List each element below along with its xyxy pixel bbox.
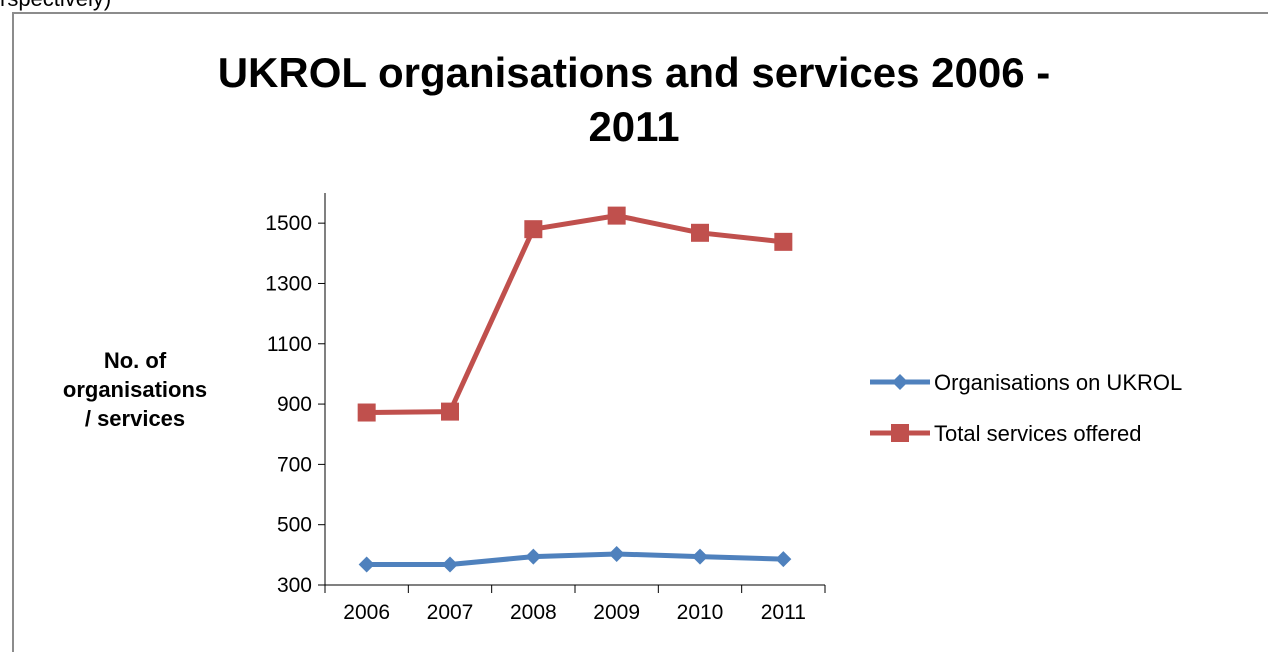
series-1-point xyxy=(442,556,458,573)
legend-label-1: Organisations on UKROL xyxy=(934,370,1182,395)
series-1-point xyxy=(692,548,708,565)
x-tick-label: 2006 xyxy=(343,601,390,624)
x-tick-label: 2010 xyxy=(677,601,724,624)
chart-title-line-1: UKROL organisations and services 2006 - xyxy=(217,49,1051,96)
series-1-point xyxy=(525,548,542,565)
series-1-point xyxy=(775,551,792,568)
series-2-point xyxy=(774,232,793,251)
top-text-fragment: rspectively) xyxy=(0,0,111,12)
y-tick-label: 700 xyxy=(277,453,312,476)
x-tick-label: 2007 xyxy=(427,601,474,624)
series-2-point xyxy=(357,403,376,422)
x-tick-label: 2008 xyxy=(510,601,557,624)
y-tick-label: 1300 xyxy=(265,272,312,295)
series-1-point xyxy=(608,545,625,562)
series-1-point xyxy=(358,556,375,573)
y-axis-label-line-3: / services xyxy=(84,406,186,431)
y-axis-label-line-2: organisations xyxy=(62,377,208,402)
series-2-point xyxy=(441,402,459,421)
x-tick-label: 2009 xyxy=(593,601,640,624)
y-tick-label: 1100 xyxy=(267,333,312,356)
y-tick-label: 900 xyxy=(277,393,312,416)
chart-title: UKROL organisations and services 2006 - … xyxy=(0,46,1268,154)
y-axis-label-line-1: No. of xyxy=(103,348,167,373)
series-2-point xyxy=(691,223,709,242)
legend-marker-2 xyxy=(891,424,909,442)
x-tick-label: 2011 xyxy=(761,601,806,624)
y-axis-label: No. of organisations / services xyxy=(40,346,230,433)
y-tick-label: 300 xyxy=(277,574,312,597)
chart-title-line-2: 2011 xyxy=(588,103,680,150)
legend-marker-1 xyxy=(892,374,908,390)
series-line-2 xyxy=(366,213,784,416)
y-tick-label: 500 xyxy=(277,514,312,537)
legend-label-2: Total services offered xyxy=(934,421,1141,446)
series-2-point xyxy=(524,220,543,239)
chart-frame xyxy=(12,12,1268,652)
series-line-1 xyxy=(366,551,784,567)
y-tick-label: 1500 xyxy=(265,212,312,235)
series-2-point xyxy=(607,206,626,225)
